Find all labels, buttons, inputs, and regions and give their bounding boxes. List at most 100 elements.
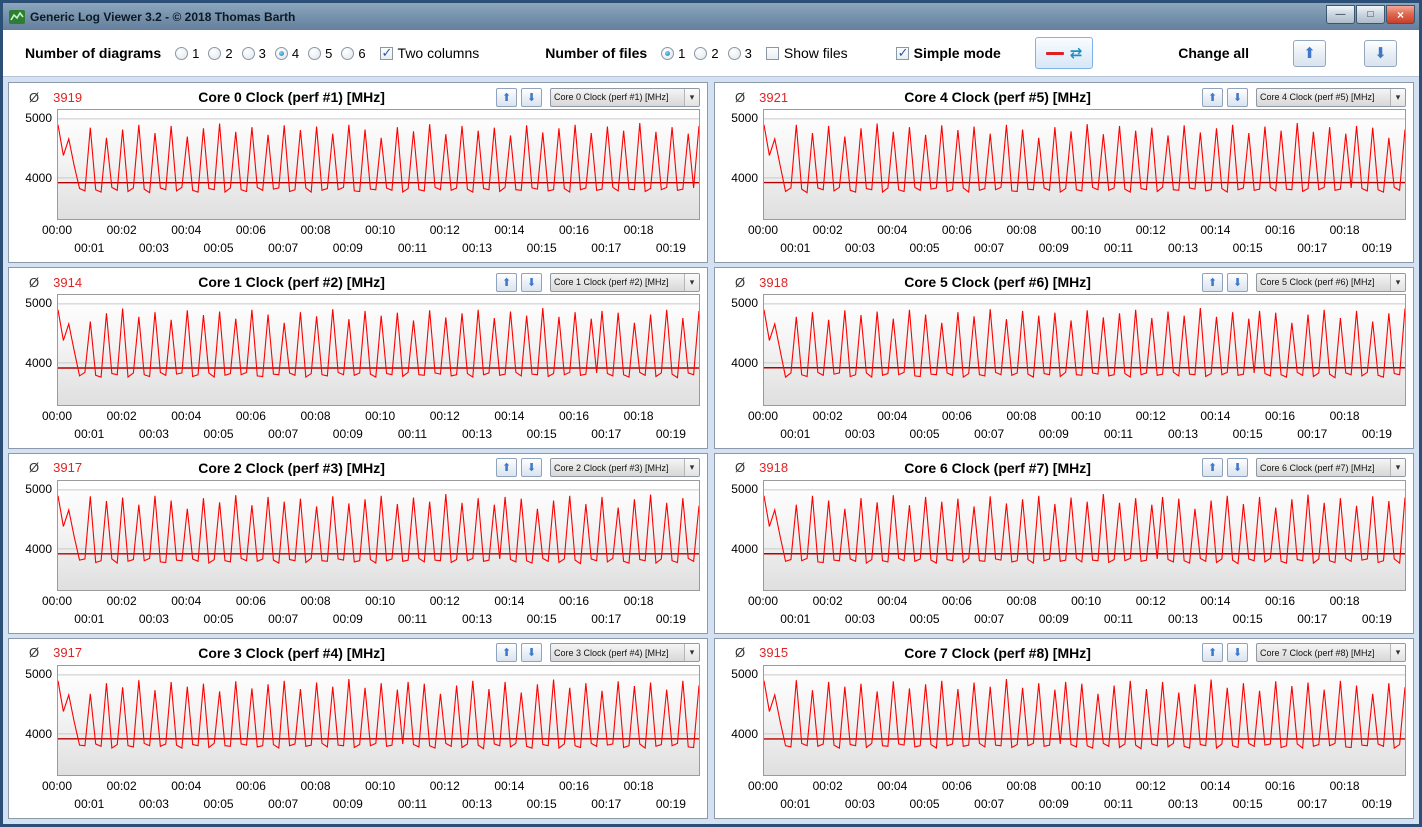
move-chart-up-button[interactable]: ⬆: [1202, 643, 1223, 663]
radio-option-3[interactable]: 3: [727, 46, 752, 61]
move-chart-down-button[interactable]: ⬇: [521, 272, 542, 292]
x-tick-label: 00:11: [397, 241, 427, 256]
radio-option-1[interactable]: 1: [661, 46, 685, 61]
radio-option-6[interactable]: 6: [341, 46, 366, 61]
x-tick-label: 00:13: [462, 241, 493, 256]
x-tick-label: 00:02: [106, 408, 137, 423]
move-chart-up-button[interactable]: ⬆: [496, 272, 517, 292]
signal-select-dropdown[interactable]: Core 7 Clock (perf #8) [MHz] ▾: [1256, 643, 1406, 663]
x-tick-label: 00:09: [332, 241, 363, 256]
x-tick-label: 00:08: [300, 779, 331, 793]
x-tick-label: 00:08: [300, 593, 331, 608]
radio-icon: [208, 46, 222, 60]
signal-select-dropdown[interactable]: Core 2 Clock (perf #3) [MHz] ▾: [550, 458, 700, 477]
move-chart-down-button[interactable]: ⬇: [521, 458, 542, 477]
show-files-checkbox[interactable]: Show files: [765, 45, 848, 61]
x-tick-label: 00:05: [203, 426, 234, 441]
radio-option-2[interactable]: 2: [694, 45, 719, 61]
average-symbol: Ø: [29, 645, 40, 661]
move-chart-down-button[interactable]: ⬇: [1227, 458, 1248, 477]
x-tick-label: 00:10: [365, 223, 396, 238]
signal-select-dropdown[interactable]: Core 3 Clock (perf #4) [MHz] ▾: [550, 643, 700, 663]
x-tick-label: 00:01: [74, 611, 105, 626]
line-style-refresh-button[interactable]: ⇄: [1034, 37, 1094, 69]
x-tick-label: 00:12: [1135, 408, 1166, 423]
x-tick-label: 00:02: [106, 223, 137, 238]
average-value: 3921: [759, 89, 789, 105]
signal-select-dropdown[interactable]: Core 4 Clock (perf #5) [MHz] ▾: [1256, 87, 1406, 107]
x-tick-label: 00:05: [203, 611, 234, 626]
move-chart-down-button[interactable]: ⬇: [521, 643, 542, 663]
chart-title: Core 3 Clock (perf #4) [MHz]: [198, 644, 385, 661]
plot-area: [57, 294, 700, 406]
radio-icon: [175, 46, 189, 60]
signal-select-dropdown[interactable]: Core 0 Clock (perf #1) [MHz] ▾: [550, 87, 700, 107]
move-chart-down-button[interactable]: ⬇: [1227, 87, 1248, 107]
y-tick-label: 4000: [731, 726, 758, 741]
x-tick-label: 00:08: [1006, 408, 1037, 423]
move-chart-down-button[interactable]: ⬇: [1227, 643, 1248, 663]
app-icon: [9, 9, 25, 24]
x-tick-label: 00:07: [974, 241, 1005, 256]
maximize-button[interactable]: □: [1356, 5, 1385, 24]
x-tick-label: 00:01: [780, 426, 811, 441]
x-tick-label: 00:09: [332, 611, 363, 626]
refresh-arrows-icon: ⇄: [1069, 45, 1083, 62]
signal-select-dropdown[interactable]: Core 6 Clock (perf #7) [MHz] ▾: [1256, 458, 1406, 477]
chevron-down-icon: ▾: [1390, 88, 1405, 106]
move-chart-down-button[interactable]: ⬇: [1227, 272, 1248, 292]
x-tick-label: 00:14: [1200, 779, 1231, 793]
x-tick-label: 00:05: [909, 797, 940, 811]
x-tick-label: 00:14: [494, 223, 525, 238]
move-chart-up-button[interactable]: ⬆: [1202, 272, 1223, 292]
simple-mode-checkbox[interactable]: Simple mode: [895, 45, 1001, 61]
x-tick-label: 00:10: [1071, 593, 1102, 608]
x-tick-label: 00:04: [171, 779, 202, 793]
plot-area: [763, 109, 1406, 221]
chart-body: 5000 4000: [13, 109, 700, 221]
move-chart-up-button[interactable]: ⬆: [496, 87, 517, 107]
signal-select-dropdown[interactable]: Core 1 Clock (perf #2) [MHz] ▾: [550, 272, 700, 292]
y-tick-label: 5000: [731, 111, 758, 126]
change-all-up-button[interactable]: ⬆: [1293, 39, 1326, 67]
x-tick-label: 00:17: [1297, 797, 1328, 811]
radio-option-1[interactable]: 1: [175, 46, 199, 61]
radio-icon: [274, 46, 288, 60]
move-chart-down-button[interactable]: ⬇: [521, 87, 542, 107]
x-tick-label: 00:13: [462, 611, 493, 626]
move-chart-up-button[interactable]: ⬆: [496, 458, 517, 477]
signal-select-dropdown[interactable]: Core 5 Clock (perf #6) [MHz] ▾: [1256, 272, 1406, 292]
radio-option-3[interactable]: 3: [241, 46, 266, 61]
up-arrow-icon: ⬆: [1207, 276, 1218, 289]
plot-area: [763, 479, 1406, 591]
chart-panel: Ø 3914 Core 1 Clock (perf #2) [MHz] ⬆ ⬇ …: [8, 267, 708, 449]
x-tick-label: 00:11: [1103, 611, 1133, 626]
move-chart-up-button[interactable]: ⬆: [1202, 458, 1223, 477]
radio-option-2[interactable]: 2: [208, 46, 233, 61]
chart-panel: Ø 3917 Core 3 Clock (perf #4) [MHz] ⬆ ⬇ …: [8, 637, 708, 819]
move-chart-up-button[interactable]: ⬆: [1202, 87, 1223, 107]
x-tick-label: 00:03: [844, 797, 875, 811]
y-axis-labels: 5000 4000: [13, 294, 57, 405]
y-tick-label: 5000: [731, 481, 758, 496]
two-columns-checkbox[interactable]: Two columns: [379, 45, 479, 61]
radio-option-label: 2: [711, 45, 719, 61]
chart-title: Core 0 Clock (perf #1) [MHz]: [198, 89, 385, 105]
x-tick-label: 00:16: [1264, 408, 1295, 423]
radio-option-4[interactable]: 4: [274, 46, 299, 61]
x-tick-label: 00:05: [203, 797, 234, 811]
radio-option-5[interactable]: 5: [308, 46, 332, 61]
close-button[interactable]: ×: [1386, 5, 1415, 24]
y-tick-label: 5000: [731, 296, 758, 311]
down-arrow-icon: ⬇: [526, 276, 537, 289]
x-tick-label: 00:19: [1361, 797, 1392, 811]
x-tick-label: 00:13: [1168, 426, 1199, 441]
minimize-button[interactable]: —: [1326, 5, 1355, 24]
change-all-down-button[interactable]: ⬇: [1364, 39, 1397, 67]
move-chart-up-button[interactable]: ⬆: [496, 643, 517, 663]
diagram-count-radio-group: 1 2 3 4 5 6: [175, 46, 366, 61]
y-axis-labels: 5000 4000: [13, 480, 57, 591]
x-tick-label: 00:18: [1329, 779, 1360, 793]
x-tick-label: 00:17: [591, 797, 622, 811]
x-tick-label: 00:00: [41, 593, 73, 608]
